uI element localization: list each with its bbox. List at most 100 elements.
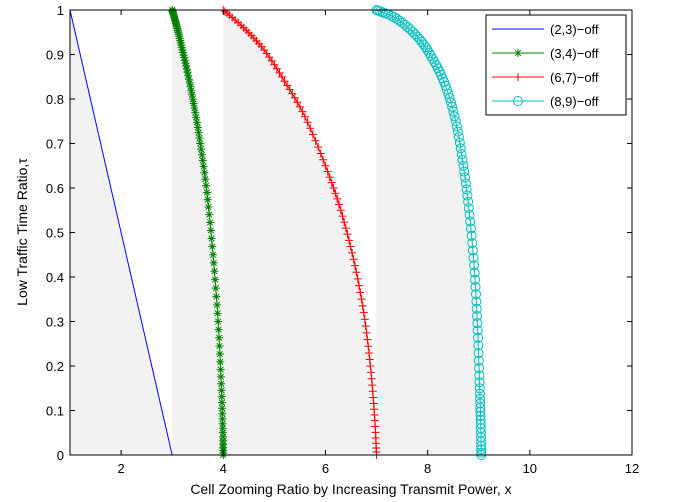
data-point-8-9-off-45-shape: [455, 143, 466, 154]
data-point-6-7-off-62: [357, 295, 366, 304]
data-point-8-9-off-38: [448, 106, 459, 117]
data-point-6-7-off-46-shape: [333, 194, 342, 203]
data-point-8-9-off-92: [476, 436, 487, 447]
data-point-3-4-off-84: [218, 404, 227, 413]
data-point-3-4-off-59: [205, 210, 214, 219]
data-point-3-4-off-69-shape: [212, 292, 221, 301]
data-point-6-7-off-58-shape: [352, 268, 361, 277]
data-point-6-7-off-20-shape: [270, 60, 279, 69]
data-point-6-7-off-58: [352, 268, 361, 277]
data-point-3-4-off-82-shape: [217, 392, 226, 401]
data-point-6-7-off-33-shape: [303, 118, 312, 127]
data-point-6-7-off-51-shape: [341, 224, 350, 233]
data-point-3-4-off-45-shape: [193, 123, 202, 132]
data-point-3-4-off-59-shape: [205, 210, 214, 219]
data-point-6-7-off-56: [349, 255, 358, 264]
data-point-8-9-off-43-shape: [453, 132, 464, 143]
data-point-6-7-off-41: [323, 167, 332, 176]
data-point-6-7-off-37: [314, 143, 323, 152]
data-point-8-9-off-21: [422, 45, 433, 56]
data-point-6-7-off-61: [356, 288, 365, 297]
data-point-8-9-off-6: [386, 10, 397, 21]
data-point-3-4-off-36-shape: [186, 82, 195, 91]
data-point-6-7-off-21: [272, 64, 281, 73]
data-point-8-9-off-94: [476, 444, 487, 455]
data-point-3-4-off-53: [200, 168, 209, 177]
data-point-3-4-off-41: [190, 103, 199, 112]
data-point-8-9-off-68-shape: [471, 296, 482, 307]
x-tick-label-4: 4: [220, 461, 227, 476]
data-point-3-4-off-68: [211, 284, 220, 293]
data-point-8-9-off-69-shape: [471, 303, 482, 314]
data-point-8-9-off-20-shape: [420, 42, 431, 53]
data-point-8-9-off-26-shape: [431, 60, 442, 71]
data-point-8-9-off-87-shape: [475, 414, 486, 425]
data-point-6-7-off-56-shape: [349, 255, 358, 264]
data-point-3-4-off-58-shape: [204, 202, 213, 211]
data-point-6-7-off-68: [363, 335, 372, 344]
data-point-8-9-off-68: [471, 296, 482, 307]
data-point-8-9-off-83: [475, 398, 486, 409]
data-point-8-9-off-78: [474, 370, 485, 381]
data-point-3-4-off-84-shape: [218, 404, 227, 413]
data-point-8-9-off-50: [460, 172, 471, 183]
data-point-3-4-off-75: [215, 341, 224, 350]
data-point-8-9-off-67-shape: [470, 289, 481, 300]
data-point-8-9-off-57: [465, 216, 476, 227]
data-point-3-4-off-33-shape: [184, 71, 193, 80]
y-tick-label-5: 0.5: [46, 226, 64, 241]
data-point-6-7-off-75: [368, 381, 377, 390]
data-point-3-4-off-81: [217, 386, 226, 395]
data-point-6-7-off-26: [285, 85, 294, 94]
series-markers: [168, 5, 487, 460]
data-point-8-9-off-35: [444, 92, 455, 103]
data-point-3-4-off-73-shape: [214, 325, 223, 334]
data-point-8-9-off-50-shape: [460, 172, 471, 183]
data-point-6-7-off-38: [316, 149, 325, 158]
data-point-8-9-off-52-shape: [461, 184, 472, 195]
shaded-region-6-7-off: [223, 10, 377, 455]
data-point-6-7-off-39-shape: [319, 155, 328, 164]
data-point-3-4-off-27: [180, 53, 189, 62]
data-point-8-9-off-40-shape: [450, 116, 461, 127]
data-point-6-7-off-68-shape: [363, 335, 372, 344]
data-point-3-4-off-29-shape: [181, 59, 190, 68]
data-point-8-9-off-42: [452, 126, 463, 137]
data-point-3-4-off-30: [182, 62, 191, 71]
data-point-3-4-off-56: [202, 188, 211, 197]
data-point-8-9-off-36: [445, 97, 456, 108]
data-point-6-7-off-63-shape: [358, 301, 367, 310]
data-point-3-4-off-27-shape: [180, 53, 189, 62]
data-point-3-4-off-40-shape: [189, 99, 198, 108]
data-point-6-7-off-43: [327, 178, 336, 187]
data-point-3-4-off-42-shape: [191, 108, 200, 117]
data-point-3-4-off-49-shape: [197, 145, 206, 154]
data-point-3-4-off-54-shape: [201, 175, 210, 184]
data-point-3-4-off-82: [217, 392, 226, 401]
data-point-3-4-off-87: [218, 419, 227, 428]
data-point-8-9-off-22: [424, 47, 435, 58]
x-axis-label: Cell Zooming Ratio by Increasing Transmi…: [190, 481, 511, 497]
data-point-8-9-off-53: [462, 190, 473, 201]
y-tick-label-4: 0.4: [46, 270, 64, 285]
data-point-8-9-off-71: [472, 318, 483, 329]
data-point-6-7-off-54: [346, 242, 355, 251]
data-point-6-7-off-47-shape: [335, 200, 344, 209]
data-point-8-9-off-64: [469, 267, 480, 278]
data-point-3-4-off-65: [209, 258, 218, 267]
data-point-6-7-off-65: [360, 315, 369, 324]
data-point-8-9-off-92-shape: [476, 436, 487, 447]
data-point-3-4-off-44: [192, 118, 201, 127]
data-point-6-7-off-60: [355, 281, 364, 290]
legend-marker-3-4-off: [514, 49, 522, 57]
data-point-3-4-off-76: [215, 350, 224, 359]
data-point-8-9-off-49-shape: [459, 166, 470, 177]
data-point-8-9-off-8-shape: [391, 13, 402, 24]
data-point-8-9-off-54: [463, 196, 474, 207]
data-point-8-9-off-55-shape: [463, 203, 474, 214]
data-point-6-7-off-55-shape: [348, 248, 357, 257]
data-point-8-9-off-25: [429, 57, 440, 68]
data-point-3-4-off-88: [218, 424, 227, 433]
data-point-3-4-off-88-shape: [218, 424, 227, 433]
data-point-3-4-off-86-shape: [218, 414, 227, 423]
